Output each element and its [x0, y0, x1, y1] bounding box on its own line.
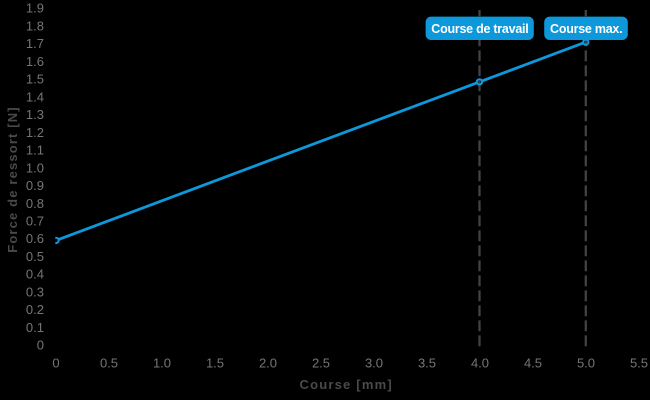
svg-text:2.5: 2.5 — [312, 356, 330, 371]
svg-text:Course [mm]: Course [mm] — [300, 377, 393, 392]
svg-text:0.1: 0.1 — [26, 320, 44, 335]
svg-text:0.8: 0.8 — [26, 196, 44, 211]
svg-text:1.6: 1.6 — [26, 54, 44, 69]
svg-text:4.0: 4.0 — [471, 356, 489, 371]
svg-text:4.5: 4.5 — [524, 356, 542, 371]
svg-text:0.3: 0.3 — [26, 284, 44, 299]
svg-text:1.3: 1.3 — [26, 107, 44, 122]
svg-text:0.9: 0.9 — [26, 178, 44, 193]
svg-text:3.5: 3.5 — [418, 356, 436, 371]
svg-text:1.7: 1.7 — [26, 36, 44, 51]
svg-text:0.2: 0.2 — [26, 302, 44, 317]
svg-text:0: 0 — [52, 356, 59, 371]
svg-text:1.8: 1.8 — [26, 19, 44, 34]
svg-text:1.2: 1.2 — [26, 125, 44, 140]
svg-text:3.0: 3.0 — [365, 356, 383, 371]
svg-text:Course max.: Course max. — [550, 22, 622, 36]
svg-text:Course de travail: Course de travail — [431, 22, 528, 36]
svg-text:2.0: 2.0 — [259, 356, 277, 371]
svg-text:1.9: 1.9 — [26, 1, 44, 16]
svg-text:1.5: 1.5 — [206, 356, 224, 371]
svg-text:1.0: 1.0 — [26, 160, 44, 175]
svg-text:0.4: 0.4 — [26, 267, 44, 282]
svg-text:5.0: 5.0 — [577, 356, 595, 371]
svg-text:1.5: 1.5 — [26, 72, 44, 87]
svg-text:0.7: 0.7 — [26, 214, 44, 229]
svg-text:0.5: 0.5 — [26, 249, 44, 264]
svg-text:1.0: 1.0 — [153, 356, 171, 371]
svg-text:1.1: 1.1 — [26, 143, 44, 158]
svg-text:5.5: 5.5 — [630, 356, 648, 371]
svg-text:0.5: 0.5 — [100, 356, 118, 371]
svg-text:1.4: 1.4 — [26, 89, 44, 104]
svg-text:Force de ressort [N]: Force de ressort [N] — [5, 106, 20, 253]
svg-text:0.6: 0.6 — [26, 231, 44, 246]
svg-text:0: 0 — [37, 338, 44, 353]
